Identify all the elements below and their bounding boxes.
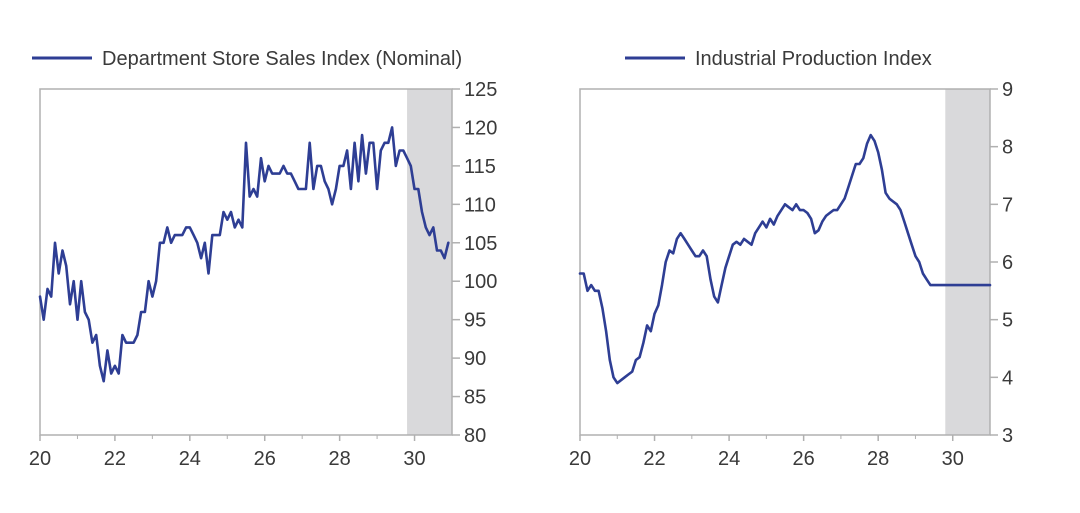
y-tick-label: 80 [464,425,486,447]
department-store-sales-chart: 80 85 90 95 100 105 110 115 120 125 20 22 24 26 28 30 De… [29,48,498,470]
y-tick-label: 6 [1002,252,1013,274]
industrial-production-chart: 3 4 5 6 7 8 9 20 22 24 26 28 30 Industrial Production… [569,48,1013,470]
x-tick-label: 24 [718,448,740,470]
y-tick-label: 95 [464,310,486,332]
series-line [578,133,992,385]
x-tick-label: 26 [793,448,815,470]
x-tick-label: 28 [867,448,889,470]
series-line [38,126,450,383]
legend: Department Store Sales Index (Nominal) [32,48,462,70]
x-tick-label: 20 [29,448,51,470]
x-tick-label: 20 [569,448,591,470]
plot-frame [39,88,453,436]
legend-label: Industrial Production Index [695,48,932,70]
y-tick-label: 4 [1002,367,1013,389]
legend: Industrial Production Index [625,48,932,70]
y-tick-label: 5 [1002,310,1013,332]
x-tick-label: 30 [403,448,425,470]
left-chart-panel: 80 85 90 95 100 105 110 115 120 125 20 22 24 26 28 30 De… [29,48,498,470]
y-tick-label: 115 [464,156,496,178]
legend-label: Department Store Sales Index (Nominal) [102,48,462,70]
x-tick-label: 24 [179,448,201,470]
x-tick-label: 22 [104,448,126,470]
x-tick-label: 30 [942,448,964,470]
y-tick-label: 8 [1002,137,1013,159]
forecast-shaded-region [407,89,452,435]
y-tick-label: 9 [1002,79,1013,101]
x-tick-label: 22 [643,448,665,470]
y-tick-label: 85 [464,387,486,409]
x-tick-label: 26 [254,448,276,470]
forecast-shaded-region [945,89,990,435]
y-tick-label: 100 [464,271,497,293]
y-tick-label: 125 [464,79,497,101]
y-tick-label: 105 [464,233,497,255]
y-tick-label: 110 [464,194,496,216]
y-tick-label: 3 [1002,425,1013,447]
x-tick-label: 28 [329,448,351,470]
y-tick-label: 7 [1002,194,1013,216]
y-tick-label: 90 [464,348,486,370]
y-tick-label: 120 [464,117,497,139]
plot-frame [579,88,991,436]
right-chart-panel: 3 4 5 6 7 8 9 20 22 24 26 28 30 Industrial Production… [540,0,1080,513]
